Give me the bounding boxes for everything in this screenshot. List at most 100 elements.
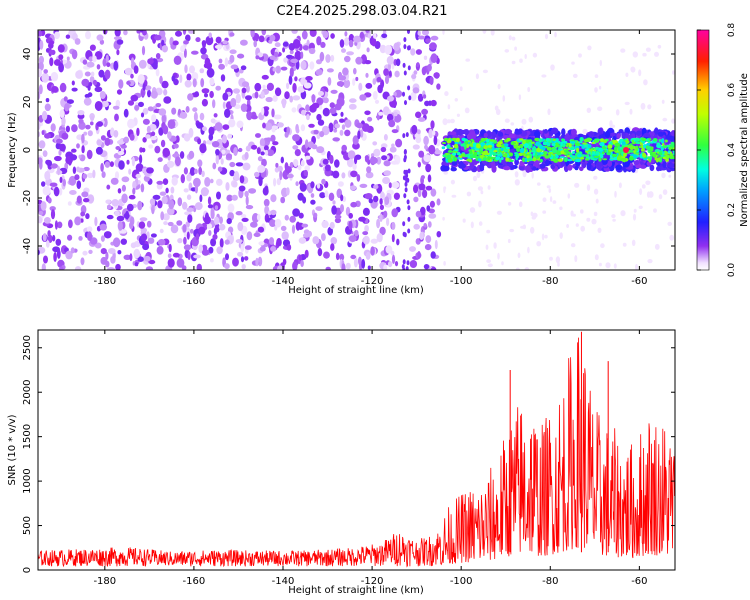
heatmap-cell (364, 60, 372, 65)
heatmap-cell (115, 263, 121, 270)
heatmap-cell (173, 143, 179, 149)
heatmap-cell (109, 161, 114, 168)
heatmap-cell (112, 105, 120, 110)
heatmap-cell (101, 171, 106, 179)
heatmap-cell (361, 123, 370, 132)
heatmap-cell (172, 252, 180, 258)
heatmap-cell (658, 194, 663, 200)
heatmap-cell (216, 178, 223, 186)
heatmap-cell (634, 137, 641, 142)
x-tick-label: -140 (272, 576, 295, 587)
heatmap-cell (543, 129, 549, 134)
heatmap-cell (427, 63, 432, 72)
heatmap-cell (602, 139, 608, 144)
heatmap-cell (156, 246, 164, 255)
heatmap-cell (645, 47, 651, 52)
heatmap-cell (355, 76, 359, 82)
heatmap-cell (136, 127, 140, 137)
heatmap-cell (442, 142, 446, 144)
heatmap-cell (638, 205, 643, 209)
heatmap-cell (65, 250, 73, 260)
heatmap-cell (163, 221, 168, 226)
heatmap-cell (516, 147, 521, 152)
heatmap-cell (381, 155, 388, 161)
heatmap-cell (183, 40, 189, 45)
heatmap-cell (74, 266, 82, 270)
heatmap-cell (346, 51, 354, 56)
heatmap-cell (591, 141, 596, 145)
heatmap-cell (662, 145, 668, 149)
heatmap-cell (102, 117, 108, 128)
heatmap-cell (262, 122, 266, 129)
heatmap-cell (82, 173, 88, 179)
heatmap-cell (272, 141, 279, 146)
heatmap-cell (597, 227, 602, 233)
heatmap-cell (64, 103, 70, 112)
heatmap-cell (269, 219, 277, 228)
heatmap-cell (376, 76, 382, 83)
heatmap-cell (330, 243, 335, 251)
heatmap-cell (492, 152, 496, 155)
heatmap-cell (508, 133, 516, 139)
heatmap-cell (208, 32, 212, 39)
heatmap-cell (344, 37, 350, 46)
heatmap-cell (148, 144, 154, 149)
heatmap-cell (167, 131, 172, 140)
heatmap-cell (614, 190, 617, 198)
heatmap-cell (352, 142, 360, 150)
heatmap-cell (522, 157, 526, 163)
heatmap-cell (313, 212, 318, 218)
heatmap-cell (417, 251, 421, 259)
heatmap-cell (489, 149, 493, 154)
heatmap-cell (293, 159, 299, 167)
heatmap-cell (574, 182, 580, 188)
heatmap-cell (259, 246, 266, 252)
heatmap-cell (116, 89, 123, 95)
heatmap-cell (295, 127, 300, 134)
heatmap-cell (274, 42, 281, 48)
y-tick-label: 20 (22, 96, 33, 109)
heatmap-cell (276, 238, 282, 247)
heatmap-cell (71, 49, 78, 60)
heatmap-cell (147, 58, 154, 65)
heatmap-cell (208, 126, 215, 136)
heatmap-cell (156, 180, 164, 185)
heatmap-cell (207, 196, 212, 205)
heatmap-cell (584, 154, 589, 157)
heatmap-cell (402, 221, 406, 227)
heatmap-cell (632, 154, 638, 159)
heatmap-cell (339, 129, 344, 136)
heatmap-cell (636, 130, 642, 136)
heatmap-cell (667, 221, 672, 226)
heatmap-cell (204, 57, 211, 67)
heatmap-cell (629, 108, 633, 115)
heatmap-cell (201, 98, 208, 107)
heatmap-cell (189, 167, 196, 176)
heatmap-cell (515, 267, 520, 270)
heatmap-cell (640, 164, 647, 169)
heatmap-cell (218, 223, 226, 231)
heatmap-cell (472, 142, 477, 148)
heatmap-cell (329, 107, 337, 115)
heatmap-cell (599, 142, 603, 146)
heatmap-cell (128, 168, 132, 175)
snr-panel: -180 -160 -140 -120 -100 -80 -60 0 500 1000 1500 2… (7, 329, 676, 596)
heatmap-cell (137, 256, 144, 263)
heatmap-cell (224, 57, 229, 67)
heatmap-cell (66, 99, 74, 104)
heatmap-cell (658, 152, 663, 156)
heatmap-cell (623, 153, 626, 157)
heatmap-cell (75, 70, 83, 79)
heatmap-cell (465, 154, 469, 157)
heatmap-cell (122, 137, 128, 143)
heatmap-cell (407, 205, 411, 211)
heatmap-cell (470, 221, 474, 229)
heatmap-cell (129, 133, 135, 141)
heatmap-cell (377, 84, 383, 94)
heatmap-cell (489, 139, 496, 142)
heatmap-cell (572, 213, 576, 217)
heatmap-cell (183, 167, 188, 175)
heatmap-cell (359, 183, 368, 188)
heatmap-cell (253, 40, 257, 48)
